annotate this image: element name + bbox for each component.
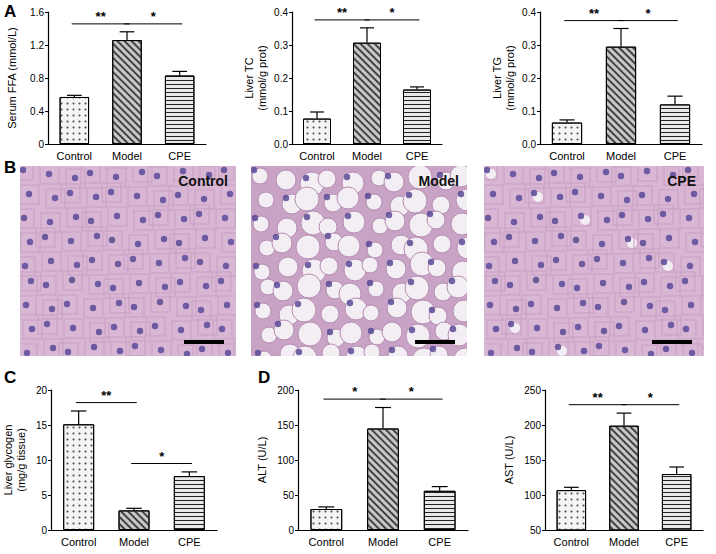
svg-text:Model: Model xyxy=(119,536,149,548)
svg-text:0.0: 0.0 xyxy=(522,139,536,150)
svg-text:0.2: 0.2 xyxy=(522,73,536,84)
svg-text:*: * xyxy=(645,6,651,21)
html-text:C: C xyxy=(4,368,17,387)
svg-text:0.4: 0.4 xyxy=(274,7,288,18)
svg-text:*: * xyxy=(409,384,415,399)
svg-text:0.4: 0.4 xyxy=(30,106,44,117)
svg-text:Model: Model xyxy=(419,173,459,189)
svg-text:0: 0 xyxy=(288,525,294,536)
html-text:B: B xyxy=(4,158,17,177)
svg-text:200: 200 xyxy=(277,385,294,396)
svg-text:0.1: 0.1 xyxy=(522,106,536,117)
svg-text:250: 250 xyxy=(524,385,541,396)
svg-text:Liver glycogen: Liver glycogen xyxy=(2,425,14,496)
svg-text:150: 150 xyxy=(524,455,541,466)
svg-text:1.6: 1.6 xyxy=(30,7,44,18)
svg-text:150: 150 xyxy=(277,420,294,431)
svg-text:Control: Control xyxy=(554,536,589,548)
svg-text:Model: Model xyxy=(609,536,639,548)
svg-text:1.2: 1.2 xyxy=(30,40,44,51)
svg-text:5: 5 xyxy=(41,490,47,501)
svg-text:*: * xyxy=(389,5,395,20)
svg-text:(mmol/g prot): (mmol/g prot) xyxy=(504,45,516,110)
svg-text:Model: Model xyxy=(112,150,142,162)
svg-text:0.3: 0.3 xyxy=(274,40,288,51)
svg-text:Model: Model xyxy=(352,150,382,162)
svg-text:50: 50 xyxy=(530,525,542,536)
svg-text:50: 50 xyxy=(283,490,295,501)
svg-text:AST (U/L): AST (U/L) xyxy=(503,436,515,485)
svg-text:**: ** xyxy=(593,390,604,405)
svg-text:Control: Control xyxy=(309,536,344,548)
svg-text:0.8: 0.8 xyxy=(30,73,44,84)
svg-text:CPE: CPE xyxy=(664,150,687,162)
svg-text:Model: Model xyxy=(606,150,636,162)
svg-text:CPE: CPE xyxy=(406,150,429,162)
svg-text:200: 200 xyxy=(524,420,541,431)
svg-text:0: 0 xyxy=(38,139,44,150)
html-text:D: D xyxy=(258,368,271,387)
html-text:A: A xyxy=(4,2,17,21)
svg-text:Control: Control xyxy=(61,536,96,548)
svg-text:CPE: CPE xyxy=(168,150,191,162)
svg-text:Control: Control xyxy=(299,150,334,162)
svg-text:CPE: CPE xyxy=(428,536,451,548)
svg-text:(mmol/g prot): (mmol/g prot) xyxy=(256,45,268,110)
svg-text:Liver TC: Liver TC xyxy=(243,57,255,98)
svg-text:CPE: CPE xyxy=(667,173,696,189)
svg-text:10: 10 xyxy=(36,455,48,466)
svg-text:15: 15 xyxy=(36,420,48,431)
svg-text:Serum FFA (mmol/L): Serum FFA (mmol/L) xyxy=(6,27,18,128)
svg-text:*: * xyxy=(151,9,157,24)
svg-text:20: 20 xyxy=(36,385,48,396)
svg-text:0.1: 0.1 xyxy=(274,106,288,117)
svg-text:*: * xyxy=(352,384,358,399)
svg-text:*: * xyxy=(159,449,165,464)
svg-text:*: * xyxy=(648,390,654,405)
svg-text:**: ** xyxy=(337,5,348,20)
svg-text:0: 0 xyxy=(41,525,47,536)
svg-text:100: 100 xyxy=(277,455,294,466)
svg-text:(mg/g tissue): (mg/g tissue) xyxy=(15,428,27,492)
svg-text:CPE: CPE xyxy=(178,536,201,548)
svg-text:Liver TG: Liver TG xyxy=(491,57,503,99)
svg-text:Control: Control xyxy=(178,173,228,189)
svg-text:ALT (U/L): ALT (U/L) xyxy=(256,437,268,484)
svg-text:**: ** xyxy=(96,9,107,24)
svg-text:**: ** xyxy=(589,6,600,21)
svg-text:0.2: 0.2 xyxy=(274,73,288,84)
svg-text:CPE: CPE xyxy=(665,536,688,548)
svg-text:0.3: 0.3 xyxy=(522,40,536,51)
svg-text:0.4: 0.4 xyxy=(522,7,536,18)
svg-text:Model: Model xyxy=(368,536,398,548)
svg-text:100: 100 xyxy=(524,490,541,501)
svg-text:Control: Control xyxy=(549,150,584,162)
svg-text:Control: Control xyxy=(57,150,92,162)
svg-text:0.0: 0.0 xyxy=(274,139,288,150)
svg-text:**: ** xyxy=(101,388,112,403)
